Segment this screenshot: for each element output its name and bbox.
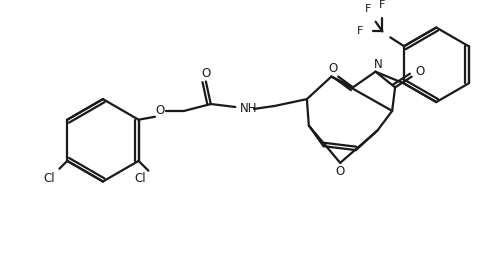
Text: F: F: [356, 26, 363, 36]
Text: N: N: [374, 58, 383, 71]
Text: F: F: [380, 0, 386, 10]
Text: O: O: [336, 165, 345, 178]
Text: O: O: [202, 67, 210, 80]
Text: Cl: Cl: [44, 172, 56, 185]
Text: O: O: [328, 62, 338, 75]
Text: O: O: [155, 104, 164, 118]
Text: NH: NH: [240, 102, 258, 115]
Text: Cl: Cl: [134, 172, 146, 185]
Text: F: F: [364, 4, 371, 14]
Text: O: O: [415, 65, 424, 78]
